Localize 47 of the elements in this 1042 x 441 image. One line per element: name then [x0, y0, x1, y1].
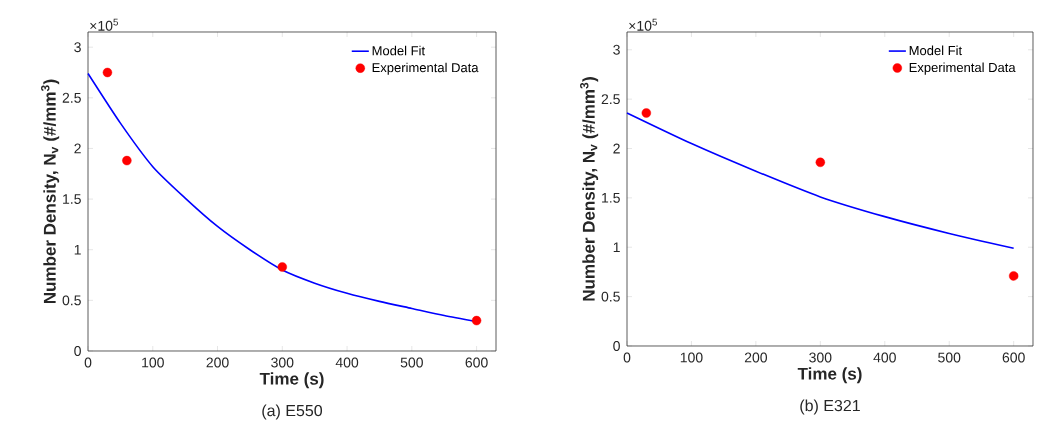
point	[815, 157, 826, 168]
y-tick-label: 1	[613, 242, 620, 253]
x-tick-label: 600	[1002, 352, 1025, 363]
text: (b) E321	[800, 399, 860, 415]
y-tick-label: 0.5	[62, 295, 81, 306]
text: (a) E550	[262, 404, 323, 420]
legend-label: Experimental Data	[909, 62, 1016, 75]
legend-label: Model Fit	[909, 45, 963, 56]
x-tick-label: 100	[142, 357, 164, 368]
legend-label: Experimental Data	[372, 62, 479, 75]
x-tick-label: 400	[873, 352, 896, 363]
point	[102, 67, 113, 78]
point	[1008, 271, 1019, 281]
y-tick-label: 0.5	[601, 291, 620, 302]
text: ×10$^{5}$	[90, 18, 118, 31]
x-tick-label: 600	[465, 357, 488, 368]
legend-label: Model Fit	[372, 45, 425, 56]
point	[122, 155, 132, 166]
x-tick-label: 0	[623, 352, 631, 363]
y-tick-label: 1.5	[63, 194, 81, 204]
y-tick-label: 0	[613, 341, 620, 351]
x-axis-title: Time (s)	[797, 367, 862, 384]
x-tick-label: 200	[744, 352, 768, 363]
x-tick-label: 300	[809, 352, 832, 363]
y-tick-label: 1	[74, 244, 81, 255]
point	[641, 108, 652, 118]
y-tick-label: 3	[613, 44, 620, 55]
y-tick-label: 2.5	[62, 92, 81, 103]
y-tick-label: 2	[613, 143, 620, 154]
x-tick-label: 400	[335, 357, 359, 368]
x-tick-label: 500	[400, 357, 423, 368]
point	[471, 315, 482, 326]
line-series	[626, 112, 1015, 250]
y-tick-label: 2	[74, 143, 81, 154]
x-tick-label: 300	[271, 357, 294, 368]
y-tick-label: 1.5	[602, 192, 620, 203]
x-axis-title: Time (s)	[259, 372, 324, 389]
x-tick-label: 500	[938, 352, 961, 363]
x-tick-label: 0	[84, 357, 92, 368]
x-tick-label: 100	[680, 352, 703, 363]
y-axis-title: Number Density, N$_{v}$ (#/mm$^{3}$)	[41, 79, 60, 304]
point	[277, 262, 287, 272]
x-tick-label: 200	[206, 357, 229, 368]
y-tick-label: 2.5	[601, 94, 620, 105]
y-axis-title: Number Density, N$_{v}$ (#/mm$^{3}$)	[580, 77, 599, 301]
text: ×10$^{5}$	[629, 18, 657, 31]
y-tick-label: 3	[74, 42, 81, 53]
